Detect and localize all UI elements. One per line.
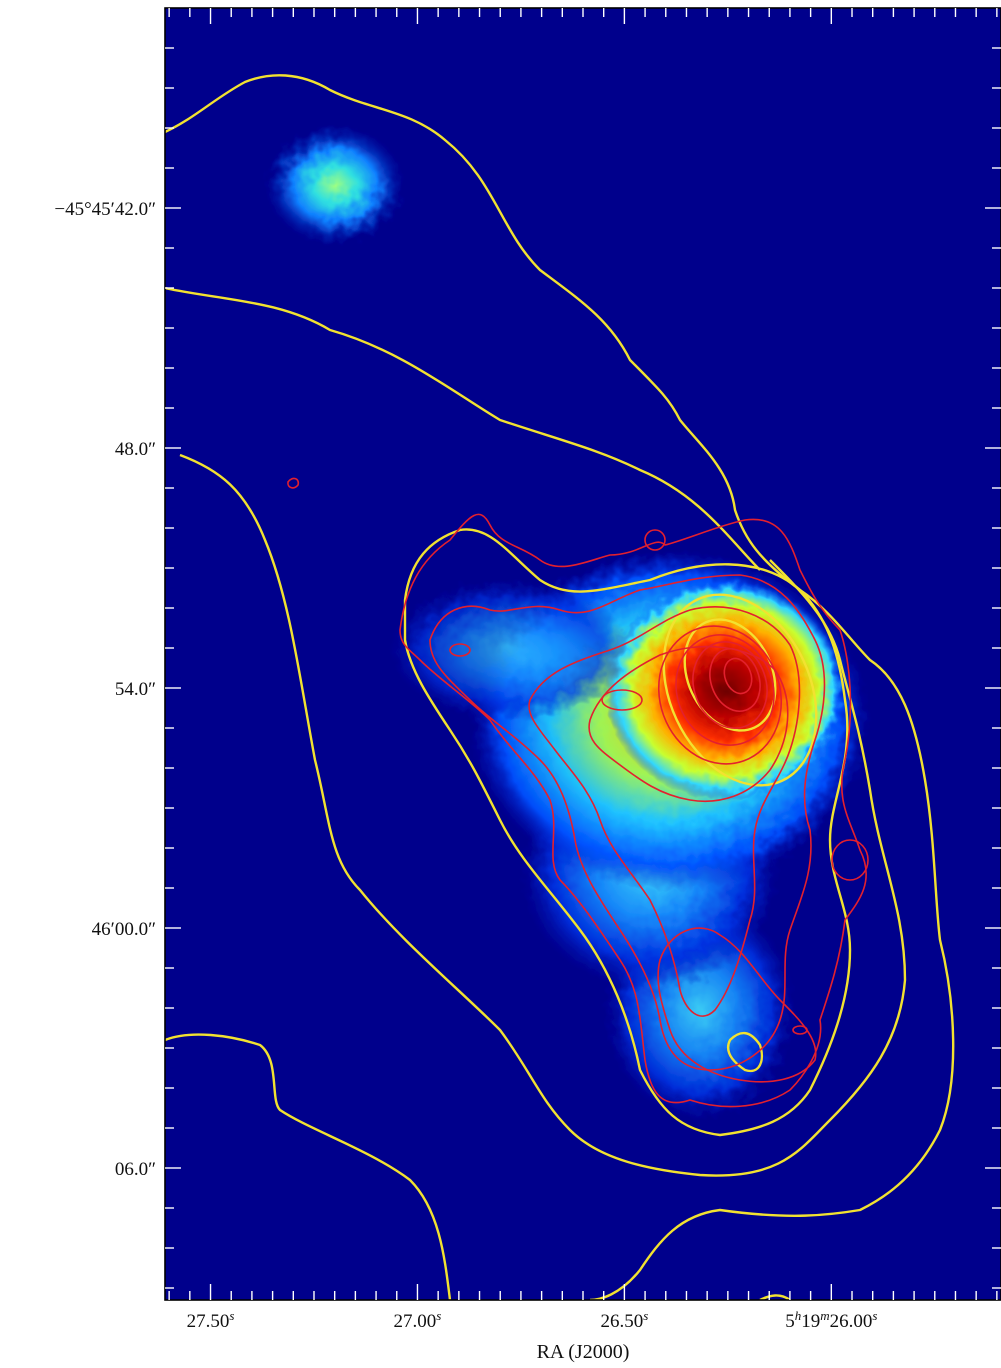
red-contour-small-blob [287,477,300,489]
red-contour-8 [709,648,761,712]
yellow-contour-inner-top [165,286,761,571]
yellow-contour-core-outer [662,593,818,787]
red-contour-7 [692,641,768,729]
yellow-contour-mid-left [179,453,907,1177]
red-contour-knot-east [831,839,869,881]
axis-labels: 27.50s 27.00s 26.50s 5h19m26.00s −45°45′42.0… [54,199,877,1332]
red-contour-3 [528,606,801,1017]
red-contour-5 [657,625,783,765]
y-tick-label: −45°45′42.0″ [54,199,156,220]
red-contour-6 [675,634,775,746]
x-tick-label: 27.50s [187,1308,235,1333]
emission-map [265,125,870,1120]
x-tick-label: 5h19m26.00s [785,1308,877,1333]
axis-ticks [165,8,1001,1300]
red-contour-knot-west [601,689,643,711]
red-contour-1 [399,513,868,1108]
red-contour-west-island [449,643,471,657]
x-axis-title: RA (J2000) [537,1341,630,1363]
x-tick-label: 26.50s [600,1308,648,1333]
x-tick-label: 27.00s [394,1308,442,1333]
image-area [165,8,1001,1300]
y-tick-label: 48.0″ [115,439,156,460]
yellow-contour-right-bottom [759,1294,791,1300]
red-contours [287,477,869,1108]
source-core-emission [605,580,845,800]
yellow-contour-tail-knot [726,1031,764,1073]
yellow-contours [165,74,955,1300]
y-tick-label: 46′00.0″ [92,919,156,940]
red-contour-tail-knot [792,1025,808,1035]
compact-source-emission [265,125,405,245]
y-tick-label: 54.0″ [115,679,156,700]
red-contour-4 [588,645,789,802]
red-contour-tail [657,927,817,1083]
source-west-halo [390,580,630,720]
yellow-contour-bottom-left [165,1033,452,1300]
red-contour-9 [723,657,753,695]
red-contour-2 [429,574,826,1071]
y-tick-label: 06.0″ [115,1159,156,1180]
red-contour-knot-north [644,529,666,551]
yellow-contour-source [403,528,852,1137]
